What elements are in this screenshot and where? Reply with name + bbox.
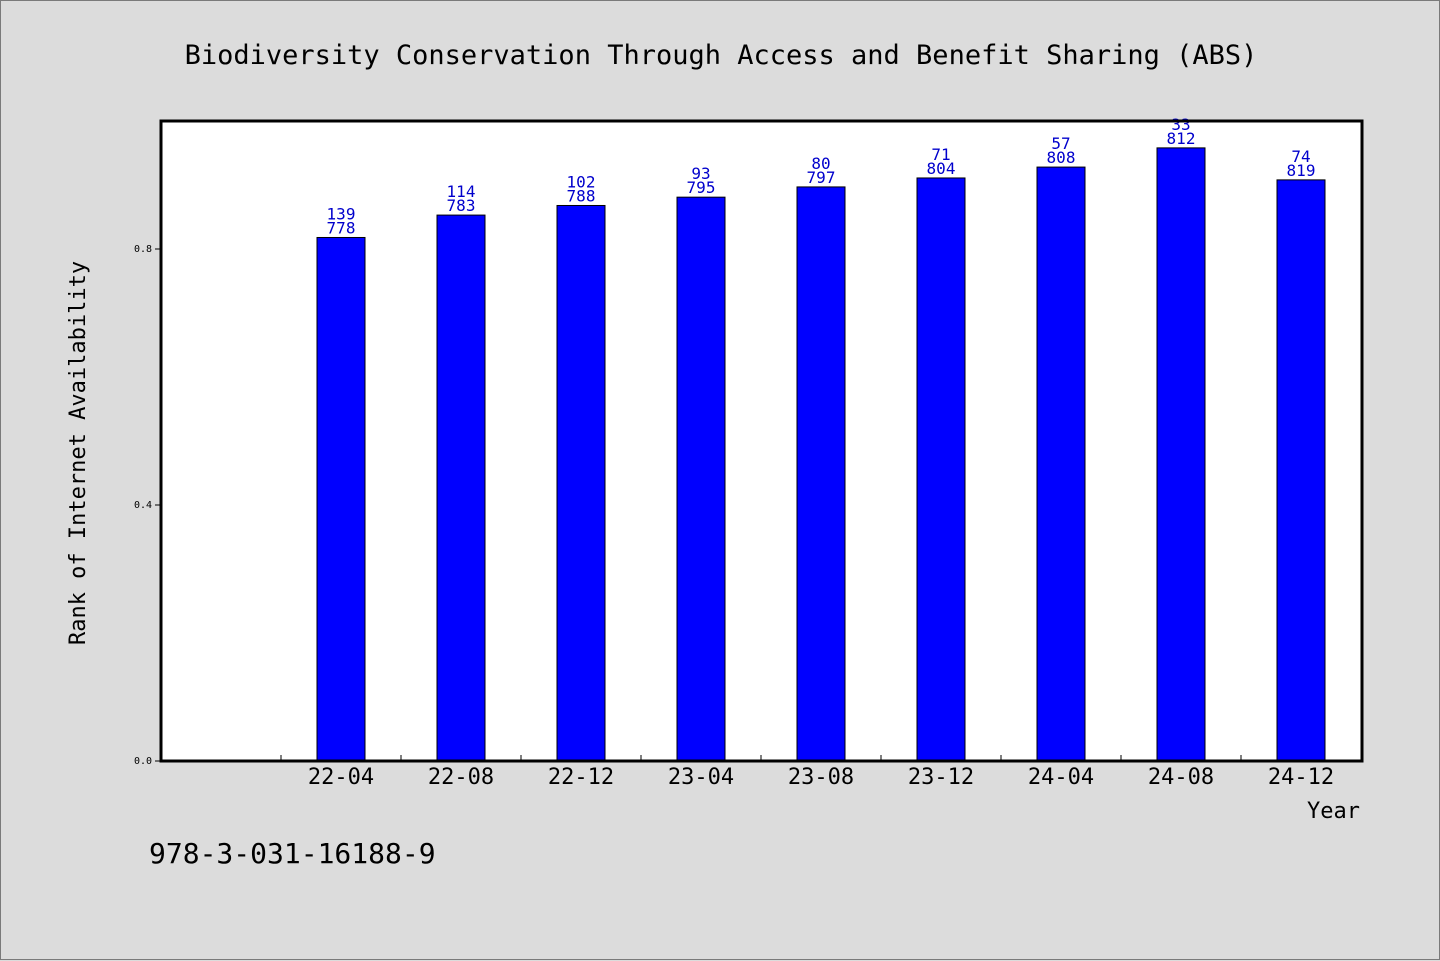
y-axis-label: Rank of Internet Availability bbox=[66, 261, 91, 645]
x-tick-label: 22-04 bbox=[308, 765, 374, 790]
bar bbox=[556, 204, 606, 762]
bar bbox=[1036, 166, 1086, 762]
x-tick-label: 24-04 bbox=[1028, 765, 1094, 790]
x-tick-label: 24-12 bbox=[1268, 765, 1334, 790]
bar-label-top: 114 bbox=[447, 182, 476, 201]
x-axis-ticks: 22-04 22-08 22-12 23-04 23-08 23-12 24-04 24-08… bbox=[280, 755, 1334, 790]
bars bbox=[316, 147, 1326, 762]
y-tick-label: 0.0 bbox=[134, 756, 152, 767]
y-axis-ticks: 0.0 0.4 0.8 bbox=[134, 244, 161, 767]
x-tick-label: 23-04 bbox=[668, 765, 734, 790]
bar-label-top: 102 bbox=[567, 172, 596, 191]
bar bbox=[916, 177, 966, 762]
bar bbox=[796, 186, 846, 762]
bar-label-bottom: 778 bbox=[327, 218, 356, 237]
bar-label-top: 57 bbox=[1051, 134, 1070, 153]
bar-label-bottom: 808 bbox=[1047, 148, 1076, 167]
bar bbox=[676, 196, 726, 762]
x-axis-label: Year bbox=[1307, 799, 1360, 824]
bar-label-bottom: 797 bbox=[807, 168, 836, 187]
bar-label-top: 71 bbox=[931, 145, 950, 164]
bar-label-top: 33 bbox=[1171, 115, 1190, 134]
bar-label-bottom: 812 bbox=[1167, 129, 1196, 148]
y-tick-label: 0.8 bbox=[134, 244, 152, 255]
bar-label-top: 80 bbox=[811, 154, 830, 173]
bar bbox=[316, 236, 366, 762]
bar-label-bottom: 819 bbox=[1287, 161, 1316, 180]
bar-label-top: 74 bbox=[1291, 147, 1310, 166]
bar bbox=[1156, 147, 1206, 762]
x-tick-label: 22-08 bbox=[428, 765, 494, 790]
x-tick-label: 23-12 bbox=[908, 765, 974, 790]
bar-label-bottom: 783 bbox=[447, 196, 476, 215]
bar-label-top: 93 bbox=[691, 164, 710, 183]
bar-label-bottom: 788 bbox=[567, 186, 596, 205]
x-tick-label: 22-12 bbox=[548, 765, 614, 790]
bar-label-bottom: 804 bbox=[927, 159, 956, 178]
bar bbox=[1276, 179, 1326, 762]
y-tick-label: 0.4 bbox=[134, 500, 152, 511]
x-tick-label: 24-08 bbox=[1148, 765, 1214, 790]
bar-label-bottom: 795 bbox=[687, 178, 716, 197]
chart-title: Biodiversity Conservation Through Access… bbox=[185, 40, 1258, 71]
plot-border bbox=[159, 119, 1364, 763]
x-tick-label: 23-08 bbox=[788, 765, 854, 790]
footer-isbn: 978-3-031-16188-9 bbox=[149, 837, 436, 870]
bar-label-top: 139 bbox=[327, 204, 356, 223]
bar bbox=[436, 214, 486, 762]
